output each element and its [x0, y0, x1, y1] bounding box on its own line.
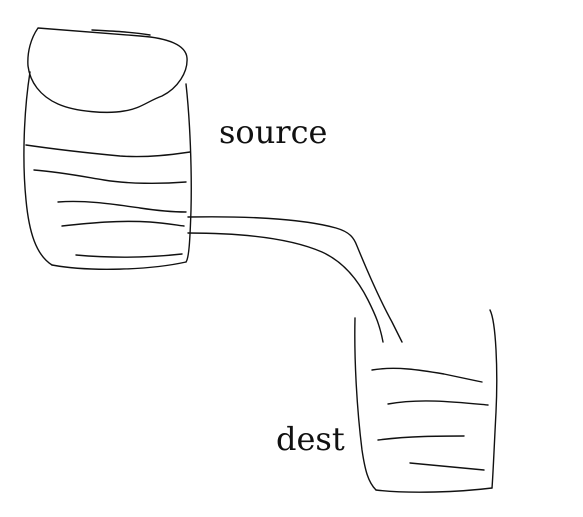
source-jar-right-side — [185, 83, 192, 263]
source-jar-left-side — [23, 71, 53, 266]
source-jar-lid — [27, 27, 188, 113]
dest-glass-left-side — [354, 317, 377, 491]
dest-liquid-line — [409, 462, 485, 471]
source-jar-bottom — [51, 261, 187, 270]
pour-stream-lower-edge — [187, 232, 384, 343]
dest-liquid-line — [377, 435, 465, 441]
source-liquid-line — [61, 220, 185, 227]
pour-stream-upper-edge — [187, 216, 403, 343]
source-jar — [23, 27, 192, 270]
source-liquid-line — [57, 200, 187, 213]
pour-stream — [187, 216, 403, 343]
source-liquid-line — [75, 253, 183, 258]
dest-liquid-line — [387, 400, 489, 406]
dest-glass — [354, 309, 498, 493]
dest-glass-bottom — [375, 487, 493, 493]
dest-glass-right-side — [489, 309, 498, 489]
source-liquid-line — [25, 144, 191, 158]
source-label: source — [219, 113, 328, 151]
dest-liquid-line — [371, 367, 483, 383]
dest-label: dest — [276, 420, 345, 458]
source-jar-lid-edge — [91, 29, 151, 36]
source-liquid-line — [33, 169, 187, 185]
